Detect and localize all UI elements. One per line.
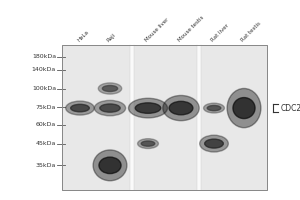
Text: 75kDa: 75kDa (36, 105, 56, 110)
Ellipse shape (163, 95, 199, 121)
Ellipse shape (233, 98, 255, 119)
Ellipse shape (227, 88, 261, 128)
Ellipse shape (98, 83, 122, 94)
Bar (62, 45, 267, 190)
Ellipse shape (200, 135, 228, 152)
Text: 60kDa: 60kDa (36, 122, 56, 127)
Text: 35kDa: 35kDa (36, 163, 56, 168)
Bar (62, 45, 267, 190)
Text: CDC25A: CDC25A (281, 104, 300, 113)
Text: Rat liver: Rat liver (211, 23, 230, 43)
Text: Mouse liver: Mouse liver (145, 17, 170, 43)
Bar (197, 45, 201, 190)
Ellipse shape (102, 86, 118, 92)
Text: 100kDa: 100kDa (32, 86, 56, 91)
Ellipse shape (135, 103, 161, 113)
Ellipse shape (138, 139, 158, 149)
Ellipse shape (100, 104, 120, 112)
Ellipse shape (66, 101, 94, 115)
Ellipse shape (205, 139, 223, 148)
Text: 45kDa: 45kDa (36, 141, 56, 146)
Text: 140kDa: 140kDa (32, 67, 56, 72)
Bar (130, 45, 134, 190)
Ellipse shape (207, 105, 221, 111)
Ellipse shape (99, 157, 121, 174)
Text: Raji: Raji (106, 32, 117, 43)
Text: Mouse testis: Mouse testis (178, 15, 205, 43)
Ellipse shape (93, 150, 127, 181)
Ellipse shape (204, 103, 224, 113)
Ellipse shape (141, 141, 155, 146)
Ellipse shape (169, 101, 193, 115)
Ellipse shape (128, 98, 167, 118)
Text: 180kDa: 180kDa (32, 54, 56, 59)
Ellipse shape (94, 100, 126, 116)
Ellipse shape (71, 104, 89, 112)
Text: HeLa: HeLa (76, 30, 90, 43)
Text: Rat testis: Rat testis (241, 21, 262, 43)
